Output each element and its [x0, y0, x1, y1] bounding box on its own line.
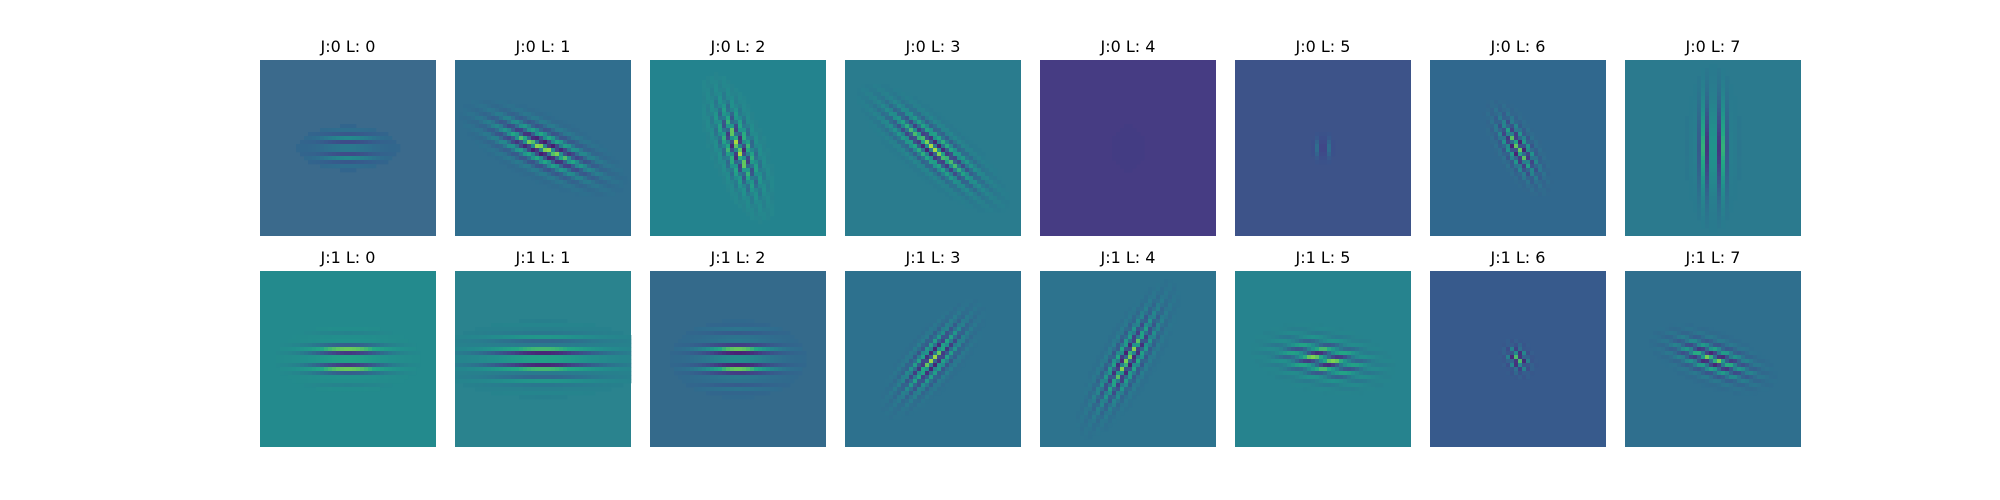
filter-texture [455, 319, 632, 400]
filter-texture [1251, 323, 1396, 396]
filter-texture [296, 124, 401, 173]
filter-texture [1649, 323, 1778, 396]
filter-panel: J:1 L: 4 [1040, 248, 1216, 447]
panel-title: J:1 L: 3 [905, 248, 961, 267]
panel-title: J:1 L: 7 [1685, 248, 1741, 267]
filter-texture [1076, 279, 1181, 440]
filter-panel: J:0 L: 0 [260, 37, 436, 236]
filter-panel: J:1 L: 0 [260, 248, 436, 447]
panel-title: J:0 L: 6 [1490, 37, 1546, 56]
panel-title: J:0 L: 7 [1685, 37, 1741, 56]
panel-title: J:1 L: 2 [710, 248, 766, 267]
panel-title: J:0 L: 0 [320, 37, 376, 56]
filter-texture [1498, 339, 1539, 380]
filter-panel: J:1 L: 2 [650, 248, 826, 447]
filter-panel: J:0 L: 2 [650, 37, 826, 236]
filter-panel: J:1 L: 6 [1430, 248, 1606, 447]
filter-texture [1482, 100, 1555, 197]
panel-title: J:0 L: 5 [1295, 37, 1351, 56]
filter-panel: J:0 L: 6 [1430, 37, 1606, 236]
filter-panel: J:1 L: 1 [455, 248, 632, 447]
filter-texture [857, 84, 1010, 213]
filter-texture [1685, 64, 1742, 233]
panel-title: J:1 L: 6 [1490, 248, 1546, 267]
panel-title: J:0 L: 1 [515, 37, 571, 56]
filter-texture [702, 72, 775, 225]
filter-texture [670, 319, 807, 400]
filter-panel: J:0 L: 4 [1040, 37, 1216, 236]
filter-texture [881, 299, 986, 420]
filter-panel: J:0 L: 5 [1235, 37, 1411, 236]
filter-panel: J:0 L: 3 [845, 37, 1021, 236]
filter-panel: J:1 L: 7 [1625, 248, 1801, 447]
filter-texture [276, 327, 421, 392]
panel-title: J:1 L: 1 [515, 248, 571, 267]
filter-texture [1311, 132, 1336, 165]
panel-title: J:0 L: 3 [905, 37, 961, 56]
filter-panel: J:0 L: 7 [1625, 37, 1801, 236]
filter-panel: J:1 L: 5 [1235, 248, 1411, 447]
panel-title: J:0 L: 4 [1100, 37, 1156, 56]
panel-title: J:0 L: 2 [710, 37, 766, 56]
panel-title: J:1 L: 4 [1100, 248, 1156, 267]
filter-texture [459, 100, 628, 197]
filter-texture [1112, 124, 1145, 173]
panel-title: J:1 L: 0 [320, 248, 376, 267]
filter-panel: J:1 L: 3 [845, 248, 1021, 447]
filter-panel: J:0 L: 1 [455, 37, 631, 236]
panel-title: J:1 L: 5 [1295, 248, 1351, 267]
